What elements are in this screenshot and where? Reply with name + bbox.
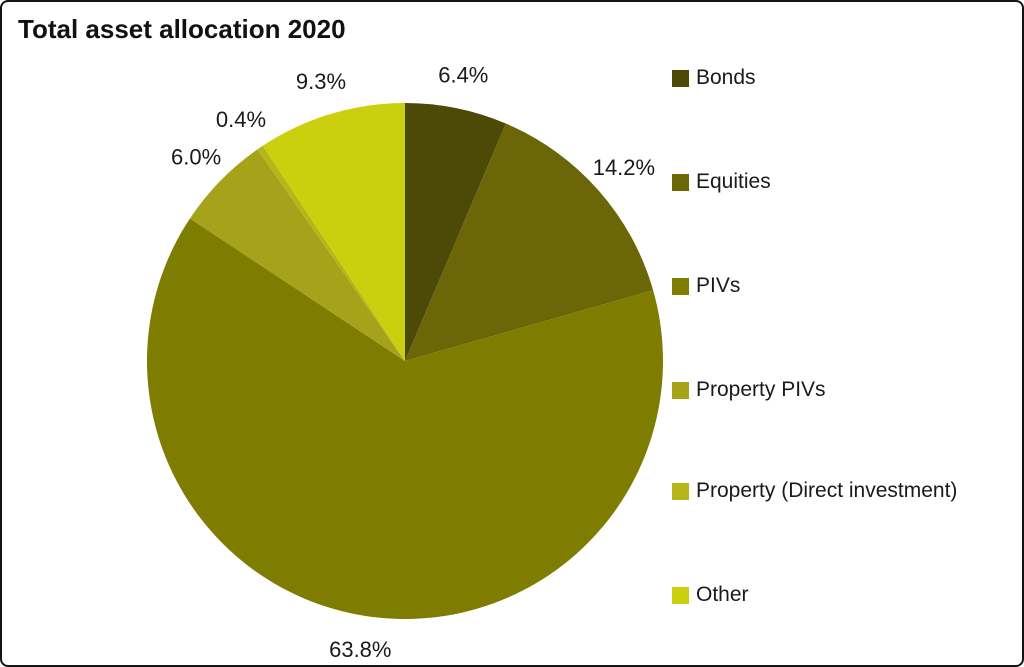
legend-item-equities: Equities — [672, 170, 771, 193]
legend-item-bonds: Bonds — [672, 66, 756, 89]
slice-value-label-property-direct-investment: 0.4% — [216, 107, 266, 132]
legend-label-bonds: Bonds — [696, 66, 756, 89]
pie-slice-equities — [405, 123, 654, 361]
slice-value-label-equities: 14.2% — [593, 155, 655, 180]
pie-slice-property-pivs — [189, 149, 405, 361]
legend-swatch-property-pivs — [672, 381, 689, 399]
legend: Bonds Equities PIVs Property PIVs Proper… — [672, 2, 1022, 665]
legend-label-property-pivs: Property PIVs — [696, 378, 826, 401]
legend-item-other: Other — [672, 583, 749, 606]
legend-item-property-direct-investment: Property (Direct investment) — [672, 479, 958, 502]
slice-value-label-property-pivs: 6.0% — [171, 145, 221, 170]
legend-label-equities: Equities — [696, 170, 771, 193]
legend-label-property-direct-investment: Property (Direct investment) — [696, 479, 958, 502]
legend-swatch-property-direct-investment — [672, 482, 689, 500]
slice-value-label-other: 9.3% — [296, 69, 346, 94]
legend-swatch-equities — [672, 173, 689, 191]
legend-item-pivs: PIVs — [672, 274, 741, 297]
chart-title: Total asset allocation 2020 — [18, 14, 346, 44]
legend-item-property-pivs: Property PIVs — [672, 378, 826, 401]
pie-slice-other — [262, 103, 405, 361]
legend-label-other: Other — [696, 583, 749, 606]
legend-label-pivs: PIVs — [696, 274, 741, 297]
pie-slice-bonds — [405, 103, 506, 361]
pie-slice-pivs — [146, 218, 663, 620]
pie-slice-property-direct-investment — [257, 145, 405, 361]
legend-swatch-pivs — [672, 277, 689, 295]
legend-swatch-bonds — [672, 69, 689, 87]
slice-value-label-bonds: 6.4% — [438, 62, 488, 87]
slice-value-label-pivs: 63.8% — [329, 637, 391, 662]
legend-swatch-other — [672, 586, 689, 604]
